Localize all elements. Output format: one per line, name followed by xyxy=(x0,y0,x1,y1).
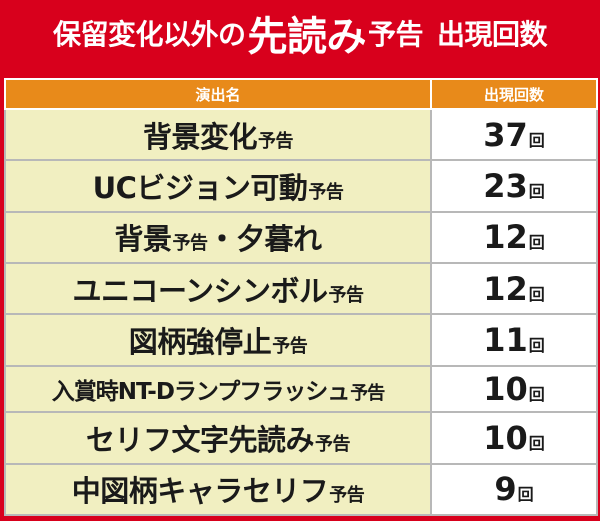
row-name: 背景変化予告 xyxy=(4,107,432,162)
table-row: セリフ文字先読み予告 10回 xyxy=(4,411,598,465)
row-count: 9回 xyxy=(430,462,598,517)
table-row: 中図柄キャラセリフ予告 9回 xyxy=(4,462,598,517)
title-part1: 保留変化以外の xyxy=(52,18,246,51)
row-name: ユニコーンシンボル予告 xyxy=(4,261,432,316)
row-count: 12回 xyxy=(430,261,598,316)
header-count: 出現回数 xyxy=(430,78,598,110)
title-part2: 先読み xyxy=(247,14,366,60)
table-header-row: 演出名 出現回数 xyxy=(4,78,598,110)
row-name: 中図柄キャラセリフ予告 xyxy=(4,462,432,517)
row-name: 入賞時NT-Dランプフラッシュ予告 xyxy=(4,364,432,414)
row-name: 背景予告・夕暮れ xyxy=(4,210,432,264)
table-row: ユニコーンシンボル予告 12回 xyxy=(4,261,598,316)
row-name: UCビジョン可動予告 xyxy=(4,159,432,213)
row-name: 図柄強停止予告 xyxy=(4,313,432,367)
results-table: 演出名 出現回数 背景変化予告 37回 UCビジョン可動予告 23回 背景予告・… xyxy=(4,78,598,517)
table-row: 背景変化予告 37回 xyxy=(4,107,598,162)
row-count: 23回 xyxy=(430,159,598,213)
row-count: 10回 xyxy=(430,411,598,465)
row-count: 11回 xyxy=(430,313,598,367)
row-count: 10回 xyxy=(430,364,598,414)
table-row: 入賞時NT-Dランプフラッシュ予告 10回 xyxy=(4,364,598,414)
row-count: 12回 xyxy=(430,210,598,264)
page-title: 保留変化以外の 先読み 予告 出現回数 xyxy=(0,0,600,66)
table-row: 図柄強停止予告 11回 xyxy=(4,313,598,367)
table-row: 背景予告・夕暮れ 12回 xyxy=(4,210,598,264)
title-part3: 予告 xyxy=(367,18,424,51)
header-name: 演出名 xyxy=(4,78,432,110)
row-name: セリフ文字先読み予告 xyxy=(4,411,432,465)
row-count: 37回 xyxy=(430,107,598,162)
table-row: UCビジョン可動予告 23回 xyxy=(4,159,598,213)
title-part4: 出現回数 xyxy=(437,18,548,51)
